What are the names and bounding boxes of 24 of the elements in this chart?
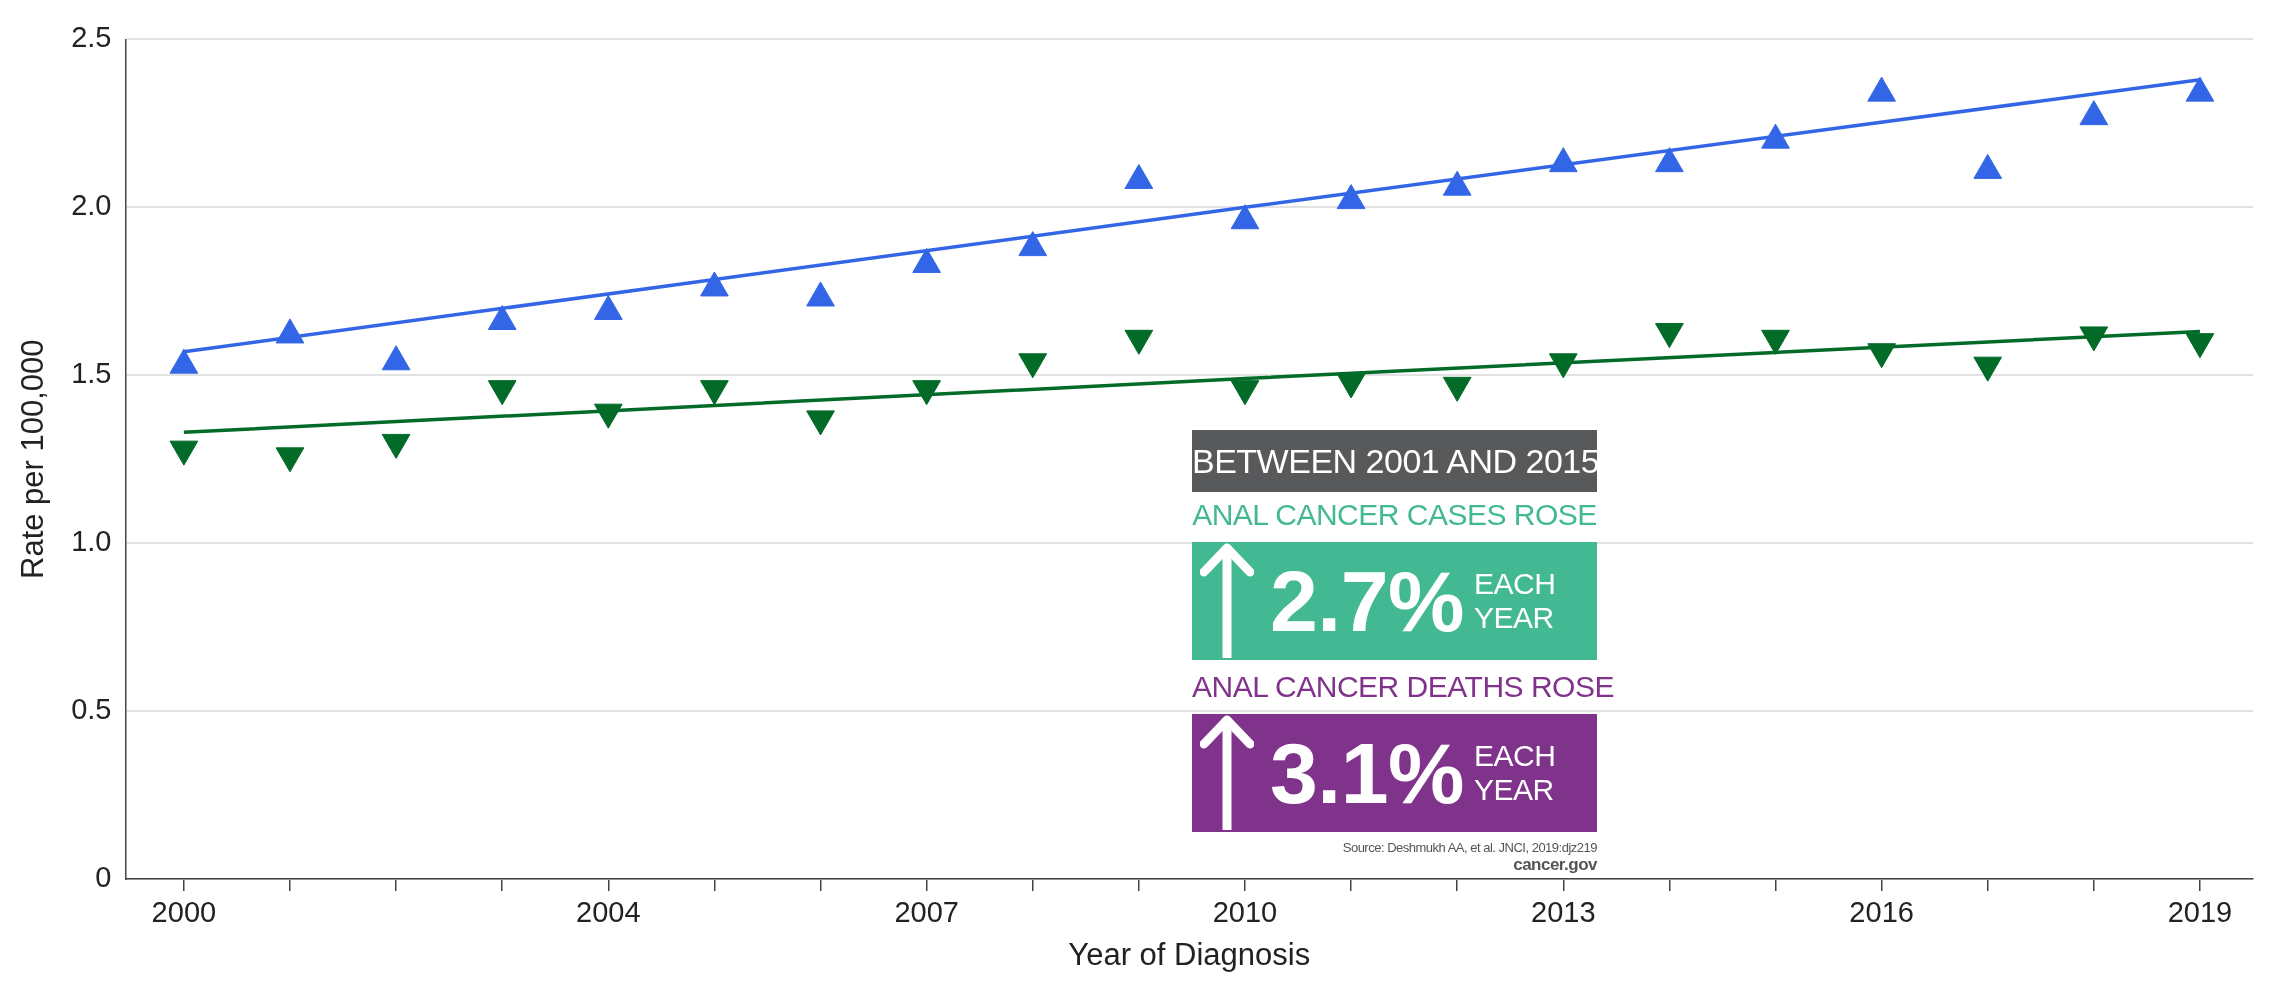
y-axis-title: Rate per 100,000 [15,339,51,579]
x-tick-label: 2010 [1212,896,1278,929]
annotation: cancer.gov [1512,855,1597,875]
x-tick-label: 2019 [2167,896,2233,929]
x-axis-title: Year of Diagnosis [1068,936,1311,972]
annotation: EACH YEAR [1474,566,1556,636]
annotation: ANAL CANCER CASES ROSE [1192,497,1597,533]
annotation: 2.7% [1270,553,1465,649]
annotation: ANAL CANCER DEATHS ROSE [1192,669,1614,705]
y-tick-label: 2.5 [71,21,112,54]
y-tick-label: 2.0 [71,189,112,222]
x-tick-label: 2013 [1531,896,1596,929]
x-tick-label: 2007 [894,896,959,929]
x-tick-label: 2004 [576,896,641,929]
y-tick-label: 0.5 [71,693,112,726]
y-tick-label: 1.5 [71,357,112,390]
annotation: 3.1% [1270,725,1465,821]
annotation: Source: Deshmukh AA, et al. JNCI, 2019:djz219 [1341,840,1597,855]
annotation: BETWEEN 2001 AND 2015 [1192,430,1600,492]
y-tick-label: 0 [95,861,112,893]
annotation: EACH YEAR [1474,738,1556,808]
x-tick-label: 2000 [151,896,217,929]
x-tick-label: 2016 [1849,896,1914,929]
y-tick-label: 1.0 [71,525,112,558]
